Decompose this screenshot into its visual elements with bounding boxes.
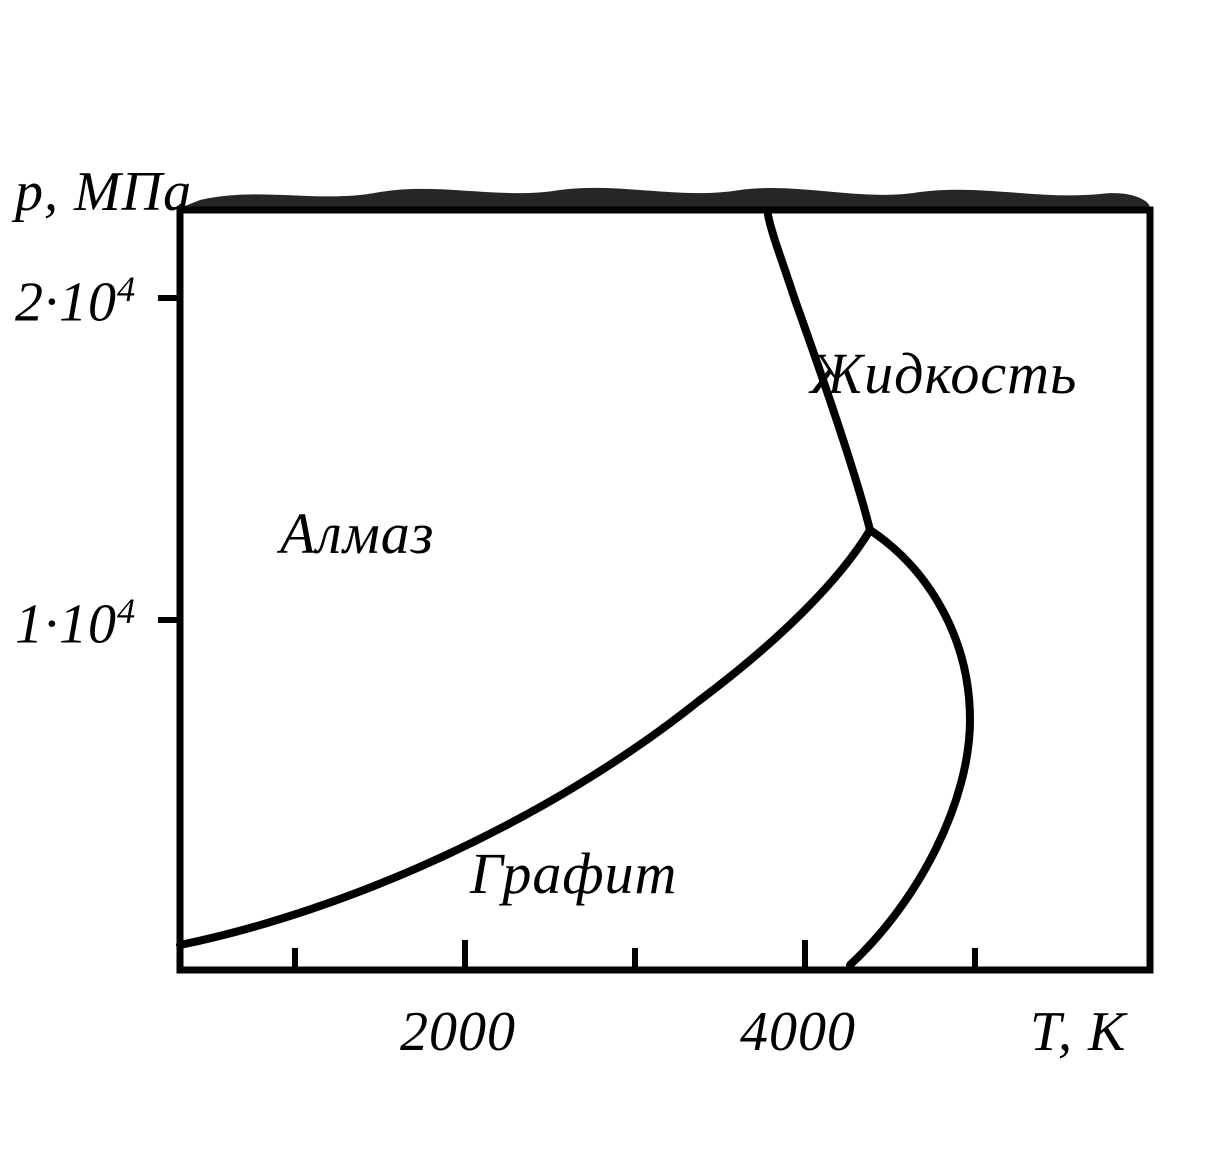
- x-tick-label-1: 4000: [740, 1000, 856, 1064]
- x-tick-label-0: 2000: [400, 1000, 516, 1064]
- x-axis-label: T, K: [1030, 1000, 1126, 1064]
- y-tick-sup-0: 4: [117, 269, 136, 309]
- y-tick-label-0: 2·104: [15, 268, 136, 335]
- region-label-graphite: Графит: [470, 840, 677, 907]
- scan-artifact-top: [180, 188, 1150, 208]
- y-axis-label: p, МПа: [15, 160, 192, 224]
- region-label-diamond: Алмаз: [280, 500, 434, 567]
- y-tick-value-0: 2·10: [15, 272, 117, 334]
- y-tick-label-1: 1·104: [15, 590, 136, 657]
- y-tick-sup-1: 4: [117, 591, 136, 631]
- region-label-liquid: Жидкость: [810, 340, 1077, 407]
- y-tick-value-1: 1·10: [15, 594, 117, 656]
- phase-diagram-container: p, МПа T, K 2·104 1·104 2000 4000 Алмаз …: [0, 0, 1220, 1171]
